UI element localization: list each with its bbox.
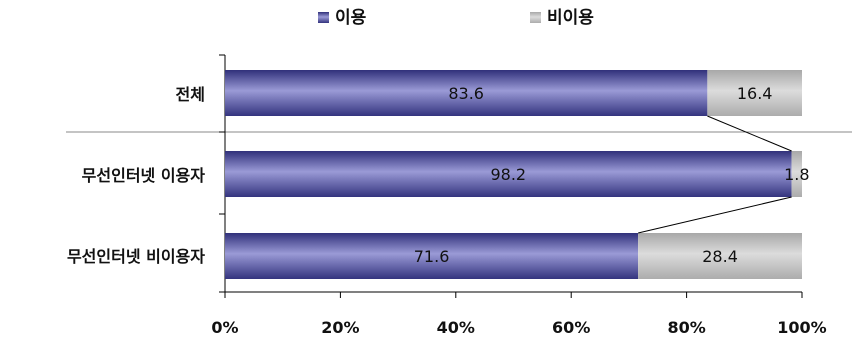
category-label-total: 전체	[176, 85, 205, 104]
category-label-wireless-nonuser: 무선인터넷 비이용자	[67, 247, 205, 266]
legend-label-use: 이용	[335, 8, 367, 28]
legend: 이용 비이용	[318, 8, 594, 28]
legend-label-nonuse: 비이용	[547, 8, 594, 28]
y-axis-ticks	[219, 54, 225, 293]
x-tick-label: 80%	[667, 318, 705, 337]
bar-segment	[225, 233, 639, 279]
bar-segment	[707, 70, 802, 116]
x-tick-label: 20%	[321, 318, 359, 337]
bar-segment	[225, 151, 792, 197]
series-connector-line	[638, 196, 792, 234]
bar-segment	[638, 233, 802, 279]
data-label: 28.4	[702, 247, 738, 266]
data-label: 1.8	[784, 165, 809, 184]
bars	[225, 70, 802, 279]
data-labels: 83.6 16.4 98.2 1.8 71.6 28.4	[414, 84, 810, 266]
bar-segment	[791, 151, 802, 197]
series-connector-line	[707, 115, 792, 152]
x-axis-ticks: 0% 20% 40% 60% 80% 100%	[211, 292, 827, 337]
x-tick-label: 0%	[211, 318, 238, 337]
bar-segment	[225, 70, 708, 116]
data-label: 98.2	[490, 165, 526, 184]
legend-swatch-use	[318, 12, 329, 23]
category-label-wireless-user: 무선인터넷 이용자	[82, 166, 206, 185]
data-label: 16.4	[737, 84, 773, 103]
x-tick-label: 40%	[437, 318, 475, 337]
series-connectors	[638, 115, 792, 234]
data-label: 83.6	[448, 84, 484, 103]
x-tick-label: 60%	[552, 318, 590, 337]
legend-swatch-nonuse	[530, 12, 541, 23]
data-label: 71.6	[414, 247, 450, 266]
x-tick-label: 100%	[777, 318, 826, 337]
